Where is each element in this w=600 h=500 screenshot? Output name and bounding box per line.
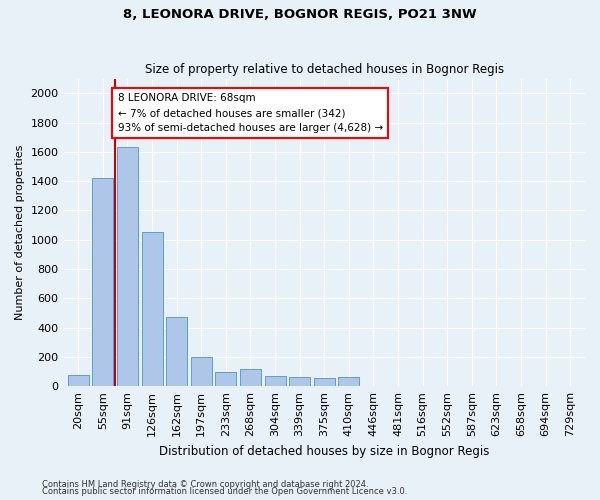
Bar bbox=[215, 372, 236, 386]
X-axis label: Distribution of detached houses by size in Bognor Regis: Distribution of detached houses by size … bbox=[159, 444, 490, 458]
Title: Size of property relative to detached houses in Bognor Regis: Size of property relative to detached ho… bbox=[145, 63, 504, 76]
Text: 8, LEONORA DRIVE, BOGNOR REGIS, PO21 3NW: 8, LEONORA DRIVE, BOGNOR REGIS, PO21 3NW bbox=[123, 8, 477, 20]
Bar bbox=[68, 375, 89, 386]
Bar bbox=[240, 368, 261, 386]
Bar bbox=[166, 318, 187, 386]
Bar bbox=[191, 357, 212, 386]
Y-axis label: Number of detached properties: Number of detached properties bbox=[15, 144, 25, 320]
Bar bbox=[338, 378, 359, 386]
Bar bbox=[265, 376, 286, 386]
Bar bbox=[92, 178, 113, 386]
Bar bbox=[289, 376, 310, 386]
Text: Contains HM Land Registry data © Crown copyright and database right 2024.: Contains HM Land Registry data © Crown c… bbox=[42, 480, 368, 489]
Text: 8 LEONORA DRIVE: 68sqm
← 7% of detached houses are smaller (342)
93% of semi-det: 8 LEONORA DRIVE: 68sqm ← 7% of detached … bbox=[118, 93, 383, 133]
Bar bbox=[117, 148, 138, 386]
Text: Contains public sector information licensed under the Open Government Licence v3: Contains public sector information licen… bbox=[42, 488, 407, 496]
Bar bbox=[314, 378, 335, 386]
Bar bbox=[142, 232, 163, 386]
